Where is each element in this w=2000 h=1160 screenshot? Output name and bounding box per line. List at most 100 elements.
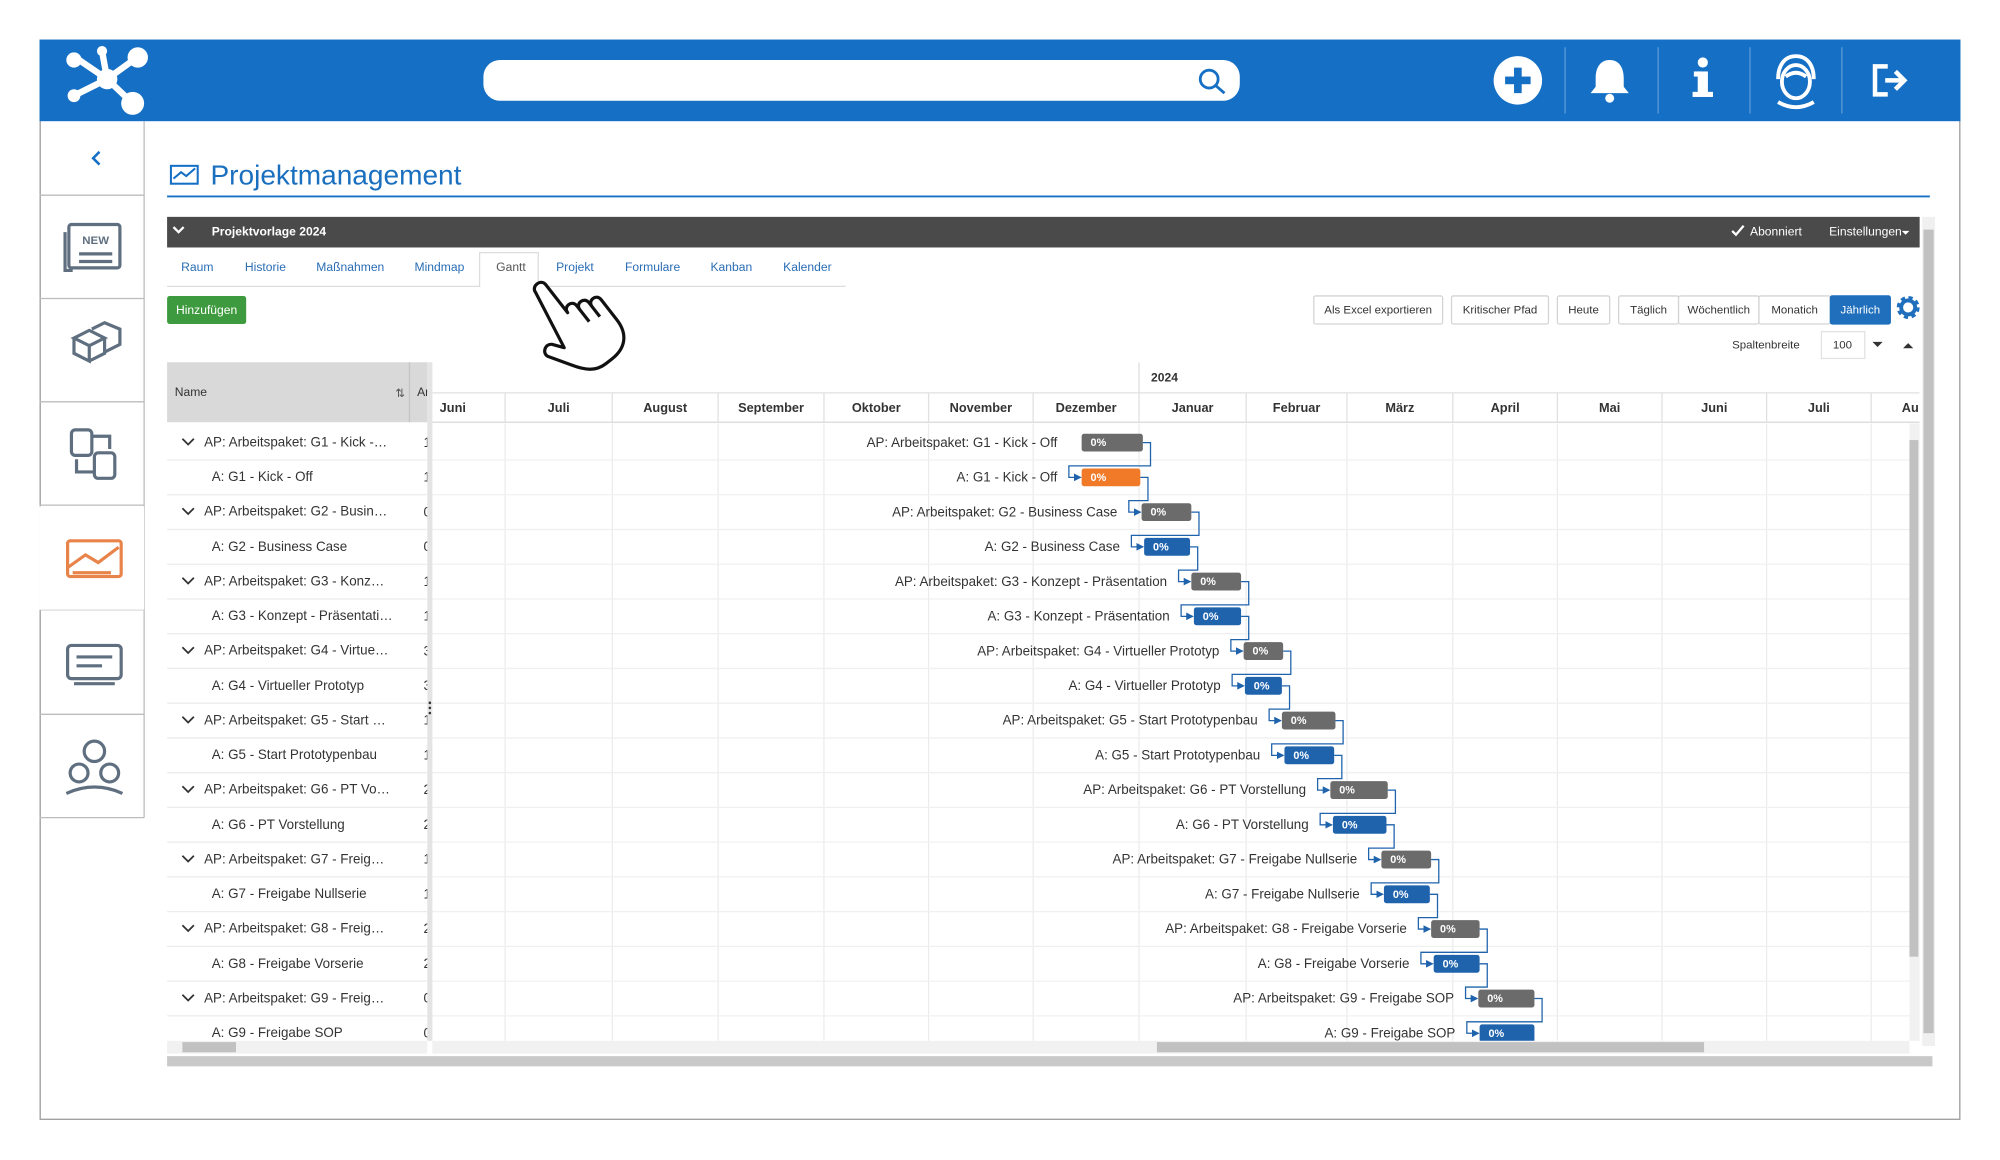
task-bar[interactable] — [1332, 815, 1387, 834]
search-icon[interactable] — [1198, 68, 1226, 95]
tab[interactable]: Gantt — [496, 260, 526, 274]
tab[interactable]: Kalender — [783, 260, 831, 274]
column-width-up[interactable] — [1903, 343, 1914, 349]
row-name-cell: A: G6 - PT Vorstellung — [211, 817, 345, 833]
row-name-cell: A: G2 - Business Case — [211, 539, 348, 555]
task-bar[interactable] — [1144, 537, 1191, 556]
notification-icon[interactable] — [1590, 59, 1629, 103]
row-name[interactable]: A: G4 - Virtueller Prototyp — [211, 678, 365, 694]
tab[interactable]: Formulare — [625, 260, 680, 274]
tab[interactable]: Kanban — [710, 260, 752, 274]
subscription[interactable]: Abonniert — [1750, 224, 1802, 238]
expand-toggle[interactable] — [181, 785, 195, 794]
tab[interactable]: Mindmap — [415, 260, 465, 274]
team-icon[interactable] — [65, 739, 124, 795]
expand-toggle[interactable] — [181, 924, 195, 933]
row-name[interactable]: AP: Arbeitspaket: G4 - Virtueller Protot… — [204, 643, 391, 659]
modules-icon[interactable] — [70, 320, 122, 364]
settings-menu[interactable]: Einstellungen — [1829, 224, 1902, 238]
communication-icon[interactable] — [69, 428, 117, 480]
row-name[interactable]: A: G6 - PT Vorstellung — [211, 817, 345, 833]
consulting-icon[interactable] — [66, 643, 123, 686]
row-name[interactable]: A: G7 - Freigabe Nullserie — [211, 886, 367, 902]
task-bar[interactable] — [1243, 642, 1284, 661]
tab[interactable]: Maßnahmen — [316, 260, 384, 274]
row-name[interactable]: AP: Arbeitspaket: G3 - Konzept - Präsent… — [204, 573, 390, 590]
info-icon[interactable] — [1692, 57, 1714, 97]
toolbar-button[interactable] — [1313, 295, 1444, 325]
task-bar[interactable] — [1081, 433, 1143, 452]
row-name[interactable]: A: G1 - Kick - Off — [211, 469, 313, 486]
tab[interactable]: Projekt — [556, 260, 594, 274]
tab[interactable]: Historie — [245, 260, 286, 274]
add-button-label: Hinzufügen — [176, 303, 237, 317]
bar-progress: 0% — [1390, 854, 1406, 866]
grid-hscrollbar-thumb[interactable] — [182, 1042, 236, 1053]
row-name[interactable]: A: G8 - Freigabe Vorserie — [211, 956, 364, 972]
task-bar[interactable] — [1141, 503, 1192, 522]
expand-toggle[interactable] — [181, 507, 195, 516]
task-bar[interactable] — [1330, 781, 1388, 800]
row-name[interactable]: AP: Arbeitspaket: G7 - Freigabe Nullseri… — [204, 851, 391, 868]
row-count: 0 — [423, 991, 430, 1006]
task-bar[interactable] — [1479, 1024, 1535, 1042]
logo[interactable] — [66, 45, 148, 115]
search-input[interactable] — [483, 59, 1240, 101]
row-name[interactable]: A: G2 - Business Case — [211, 539, 348, 555]
collapse-button[interactable] — [91, 150, 101, 166]
task-bar[interactable] — [1281, 711, 1336, 730]
task-bar[interactable] — [1381, 850, 1432, 869]
row-name[interactable]: AP: Arbeitspaket: G8 - Freigabe Vorserie — [204, 921, 391, 937]
task-bar[interactable] — [1478, 989, 1535, 1008]
task-bar[interactable] — [1193, 607, 1242, 626]
row-name[interactable]: AP: Arbeitspaket: G5 - Start Prototypenb… — [204, 712, 390, 729]
profile-icon[interactable] — [1776, 54, 1816, 110]
task-bar[interactable] — [1383, 885, 1430, 904]
gear-icon[interactable] — [1896, 295, 1920, 319]
tab[interactable]: Raum — [181, 260, 213, 274]
toolbar-button[interactable] — [1450, 295, 1550, 325]
add-button[interactable] — [167, 295, 247, 325]
row-name[interactable]: AP: Arbeitspaket: G9 - Freigabe SOP — [204, 990, 391, 1007]
expand-toggle[interactable] — [181, 438, 195, 446]
row-name[interactable]: AP: Arbeitspaket: G1 - Kick - Off — [204, 434, 391, 451]
column-width-down[interactable] — [1872, 341, 1883, 347]
add-icon[interactable] — [1493, 56, 1543, 105]
expand-toggle[interactable] — [181, 646, 195, 655]
task-bar[interactable] — [1284, 746, 1335, 765]
task-bar[interactable] — [1244, 676, 1282, 695]
expand-toggle[interactable] — [181, 716, 195, 724]
sort-icon[interactable]: ⇅ — [395, 388, 405, 400]
toolbar-button-label: Wöchentlich — [1688, 305, 1750, 317]
task-bar[interactable] — [1191, 572, 1242, 591]
toolbar-button[interactable] — [1556, 295, 1611, 325]
news-icon[interactable]: NEW — [63, 222, 122, 273]
task-bar[interactable] — [1081, 468, 1141, 487]
row-name[interactable]: A: G3 - Konzept - Präsentation — [211, 608, 393, 624]
expand-toggle[interactable] — [181, 577, 195, 585]
column-width-input[interactable] — [1820, 331, 1866, 360]
dependency-link — [1271, 719, 1344, 760]
expand-toggle[interactable] — [181, 994, 195, 1002]
row-name[interactable]: AP: Arbeitspaket: G2 - Business Case — [204, 504, 391, 520]
task-bar[interactable] — [1431, 920, 1480, 938]
column-header[interactable]: Ar — [417, 385, 429, 399]
column-header[interactable]: Name — [175, 385, 208, 399]
bar-progress: 0% — [1293, 750, 1309, 762]
page-hscrollbar[interactable] — [167, 1056, 1933, 1067]
row-name-cell: AP: Arbeitspaket: G4 - Virtueller Protot… — [204, 643, 391, 659]
project-collapse[interactable] — [172, 226, 185, 234]
timeline-scrollbar-thumb[interactable] — [1909, 440, 1919, 957]
timeline-hscrollbar-thumb[interactable] — [1156, 1042, 1705, 1053]
expand-toggle[interactable] — [181, 855, 195, 863]
logout-icon[interactable] — [1872, 64, 1908, 97]
page-scrollbar-thumb[interactable] — [1923, 229, 1934, 1034]
row-name[interactable]: A: G5 - Start Prototypenbau — [211, 747, 378, 763]
toolbar-button[interactable] — [1829, 295, 1891, 325]
project-icon[interactable] — [66, 539, 123, 579]
row-name[interactable]: A: G9 - Freigabe SOP — [211, 1025, 343, 1041]
task-bar[interactable] — [1433, 954, 1480, 973]
splitter-handle[interactable] — [428, 701, 432, 715]
row-name[interactable]: AP: Arbeitspaket: G6 - PT Vorstellung — [204, 782, 391, 798]
